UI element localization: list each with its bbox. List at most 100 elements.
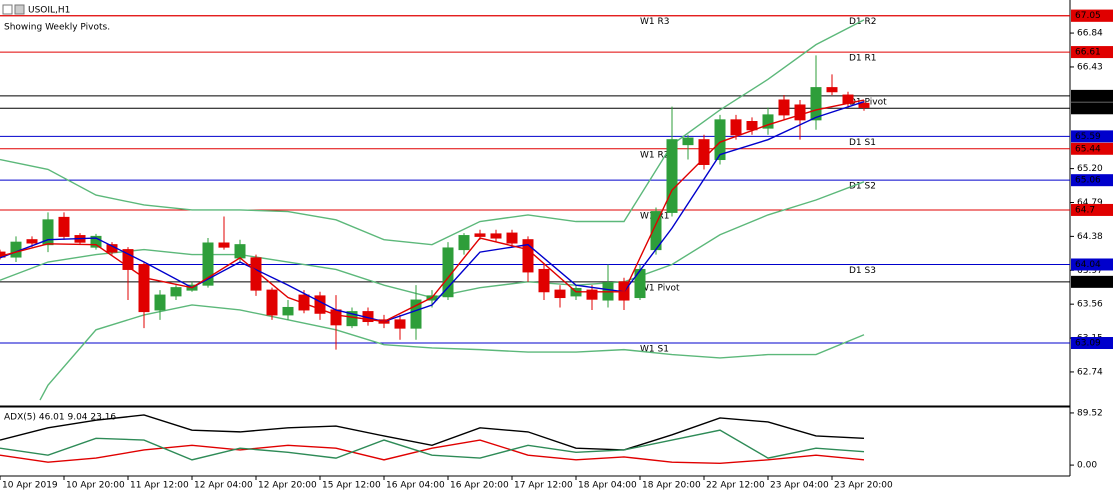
x-tick-label: 10 Apr 20:00: [66, 481, 125, 491]
pivot-label: W1 R2: [640, 150, 669, 160]
candle-body: [458, 235, 470, 251]
x-tick-label: 11 Apr 12:00: [130, 481, 189, 491]
y-tick-label: 66.84: [1077, 29, 1103, 39]
y-tick-label: 62.74: [1077, 367, 1103, 377]
pivot-label: D1 Pivot: [849, 97, 887, 107]
price-tag-label: 64.04: [1075, 260, 1101, 270]
price-tag-label: 63.09: [1075, 339, 1101, 349]
candle-body: [154, 294, 166, 311]
candle-body: [138, 263, 150, 313]
candle-body: [202, 242, 214, 286]
y-tick-label: 64.38: [1077, 232, 1103, 242]
candle-body: [730, 119, 742, 136]
candle-body: [746, 121, 758, 131]
y-tick-label: 65.20: [1077, 164, 1103, 174]
moving-average: [0, 99, 865, 323]
price-tag: [1071, 203, 1113, 216]
candle-body: [810, 87, 822, 121]
x-tick-label: 23 Apr 20:00: [834, 481, 893, 491]
x-tick-label: 15 Apr 12:00: [322, 481, 381, 491]
pivot-label: D1 S1: [849, 138, 876, 148]
x-tick-label: 18 Apr 04:00: [578, 481, 637, 491]
candle-body: [90, 235, 102, 248]
chart-title: USOIL,H1: [28, 6, 70, 16]
candle-body: [586, 289, 598, 300]
x-tick-label: 23 Apr 04:00: [770, 481, 829, 491]
candle-body: [634, 268, 646, 299]
price-tag: [1071, 102, 1113, 115]
price-tag-label: 65.93: [1075, 104, 1101, 114]
price-tag: [1071, 142, 1113, 155]
candle-body: [394, 319, 406, 329]
candle-body: [858, 102, 870, 108]
pivot-label: D1 R1: [849, 54, 877, 64]
candle-body: [538, 268, 550, 293]
indicator-y-tick-label: 89.52: [1077, 408, 1103, 418]
candle-body: [682, 137, 694, 146]
x-tick-label: 12 Apr 04:00: [194, 481, 253, 491]
candle-body: [218, 242, 230, 248]
candle-body: [122, 249, 134, 270]
candle-body: [778, 99, 790, 116]
y-tick-label: 66.43: [1077, 62, 1103, 72]
candle-body: [666, 139, 678, 213]
x-tick-label: 17 Apr 12:00: [514, 481, 573, 491]
price-tag: [1071, 46, 1113, 59]
x-tick-label: 16 Apr 04:00: [386, 481, 445, 491]
candle-body: [298, 294, 310, 311]
price-tag: [1071, 337, 1113, 350]
pivot-label: D1 S3: [849, 266, 876, 276]
candle-body: [282, 306, 294, 316]
x-tick-label: 18 Apr 20:00: [642, 481, 701, 491]
price-tag: [1071, 174, 1113, 187]
pivot-label: W1 R3: [640, 17, 669, 27]
pivot-label: W1 Pivot: [640, 283, 680, 293]
indicator-line: [0, 414, 865, 451]
price-tag-label: 63.83: [1075, 277, 1101, 287]
candle-body: [234, 244, 246, 259]
candle-body: [58, 216, 70, 237]
chart-subtitle: Showing Weekly Pivots.: [4, 23, 110, 33]
y-tick-label: 63.97: [1077, 266, 1103, 276]
price-tag-label: 64.7: [1075, 205, 1095, 215]
price-tag: [1071, 275, 1113, 288]
candle-body: [42, 219, 54, 246]
candle-body: [474, 233, 486, 237]
pivot-label: D1 S2: [849, 182, 876, 192]
window-icon: [14, 4, 25, 15]
candle-body: [10, 241, 22, 258]
moving-average: [0, 100, 865, 323]
price-tag-label: 65.06: [1075, 176, 1101, 186]
price-tag-label: 65.59: [1075, 132, 1101, 142]
price-tag: [1071, 258, 1113, 271]
candle-body: [26, 239, 38, 244]
price-tag-label: 67.05: [1075, 11, 1101, 21]
indicator-y-tick-label: 0.00: [1077, 461, 1097, 471]
price-tag-label: 66.61: [1075, 48, 1101, 58]
price-tag: [1071, 89, 1113, 102]
candle-body: [506, 232, 518, 244]
window-icon: [2, 4, 13, 15]
candle-body: [330, 309, 342, 326]
indicator-line: [0, 439, 865, 465]
price-tag-label: 66.08: [1075, 91, 1101, 101]
candle-body: [522, 239, 534, 273]
band-line: [0, 19, 865, 246]
candle-body: [826, 87, 838, 93]
candle-body: [410, 299, 422, 329]
candle-body: [490, 233, 502, 239]
y-tick-label: 64.79: [1077, 198, 1103, 208]
candle-body: [250, 257, 262, 291]
price-tag-label: 65.44: [1075, 144, 1101, 154]
indicator-line: [0, 429, 865, 461]
candle-body: [170, 287, 182, 297]
x-tick-label: 16 Apr 20:00: [450, 481, 509, 491]
candle-body: [762, 114, 774, 129]
candle-body: [554, 289, 566, 299]
candle-body: [794, 104, 806, 121]
price-tag: [1071, 9, 1113, 22]
y-tick-label: 63.56: [1077, 300, 1103, 310]
candle-body: [346, 311, 358, 327]
